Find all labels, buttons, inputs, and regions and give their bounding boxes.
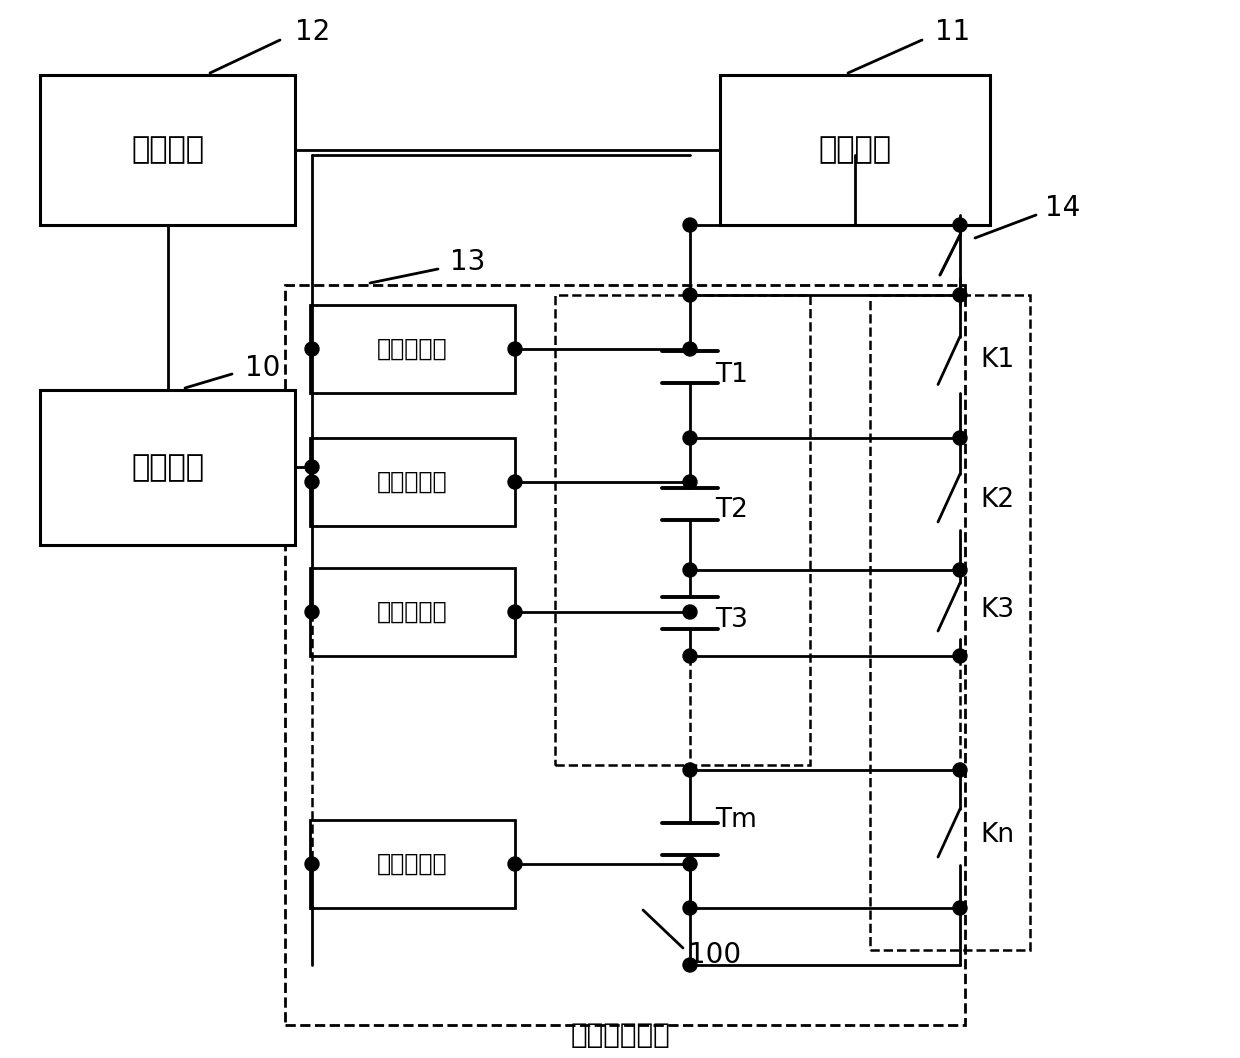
Circle shape (683, 957, 697, 972)
Bar (720, 75, 990, 225)
Text: 电压检测单元: 电压检测单元 (570, 1021, 670, 1048)
Circle shape (683, 563, 697, 577)
Circle shape (508, 342, 522, 355)
Bar (40, 75, 295, 225)
Text: 开关单元: 开关单元 (818, 135, 892, 164)
Circle shape (954, 901, 967, 915)
Bar (310, 305, 515, 393)
Circle shape (305, 342, 319, 355)
Text: 电压检测器: 电压检测器 (377, 338, 448, 361)
Text: 100: 100 (688, 941, 742, 969)
Circle shape (508, 605, 522, 619)
Circle shape (305, 857, 319, 871)
Circle shape (954, 763, 967, 777)
Circle shape (683, 649, 697, 663)
Circle shape (954, 288, 967, 302)
Circle shape (305, 605, 319, 619)
Bar (310, 820, 515, 908)
Text: 侦测单元: 侦测单元 (131, 135, 205, 164)
Circle shape (683, 218, 697, 232)
Text: 11: 11 (935, 18, 970, 45)
Text: T3: T3 (715, 607, 748, 633)
Circle shape (954, 431, 967, 445)
Bar (556, 295, 810, 765)
Text: Kn: Kn (980, 822, 1014, 849)
Text: 控制单元: 控制单元 (131, 453, 205, 482)
Circle shape (954, 218, 967, 232)
Circle shape (683, 901, 697, 915)
Circle shape (954, 563, 967, 577)
Circle shape (508, 475, 522, 489)
Circle shape (683, 605, 697, 619)
Text: 10: 10 (246, 354, 280, 382)
Circle shape (683, 431, 697, 445)
Circle shape (683, 342, 697, 355)
Circle shape (954, 649, 967, 663)
Bar (310, 438, 515, 526)
Text: 电压检测器: 电压检测器 (377, 600, 448, 624)
Circle shape (683, 763, 697, 777)
Bar (870, 295, 1030, 950)
Bar (40, 390, 295, 545)
Circle shape (683, 857, 697, 871)
Circle shape (508, 857, 522, 871)
Text: T2: T2 (715, 497, 748, 523)
Text: 14: 14 (1045, 194, 1080, 222)
Text: 12: 12 (295, 18, 330, 45)
Text: 13: 13 (450, 248, 485, 276)
Text: K1: K1 (980, 347, 1014, 373)
Text: T1: T1 (715, 362, 748, 388)
Text: 电压检测器: 电压检测器 (377, 852, 448, 876)
Bar (310, 568, 515, 656)
Circle shape (305, 475, 319, 489)
Circle shape (683, 288, 697, 302)
Text: 电压检测器: 电压检测器 (377, 470, 448, 494)
Circle shape (683, 475, 697, 489)
Bar (285, 285, 965, 1025)
Text: K2: K2 (980, 487, 1014, 513)
Text: K3: K3 (980, 597, 1014, 623)
Text: Tm: Tm (715, 807, 756, 833)
Circle shape (305, 460, 319, 474)
